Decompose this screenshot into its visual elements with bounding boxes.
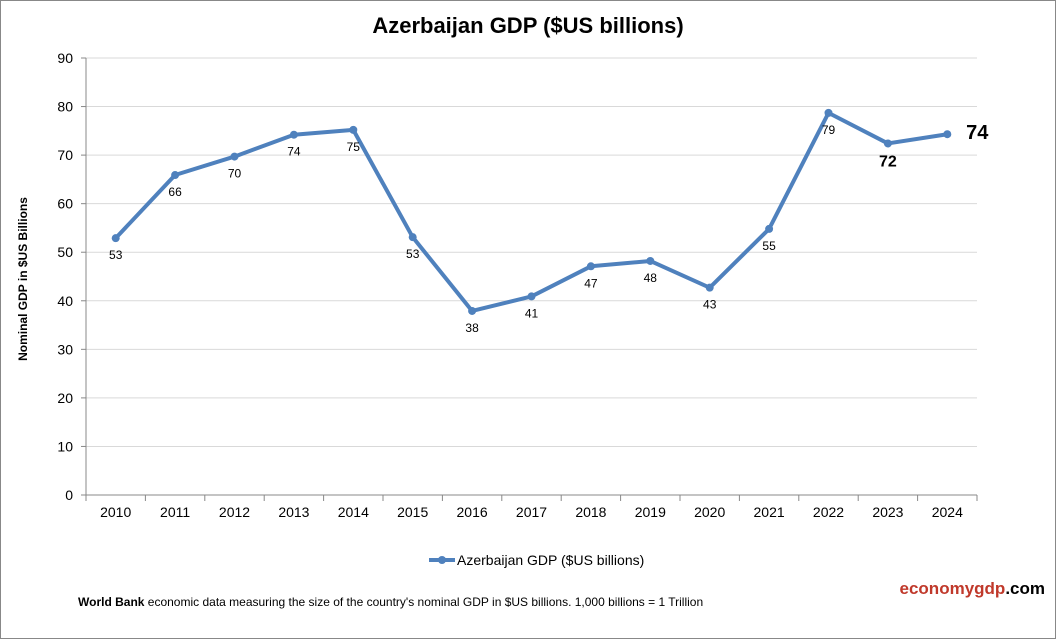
y-tick-label: 20	[57, 390, 73, 406]
x-tick-label: 2019	[635, 504, 666, 520]
data-label: 53	[109, 248, 123, 262]
series-line	[114, 110, 948, 313]
data-label: 38	[465, 321, 479, 335]
x-tick-label: 2023	[872, 504, 903, 520]
x-tick-label: 2013	[278, 504, 309, 520]
data-label: 47	[584, 276, 598, 290]
x-tick-label: 2024	[932, 504, 963, 520]
x-tick-label: 2021	[754, 504, 785, 520]
x-tick-label: 2012	[219, 504, 250, 520]
data-point	[171, 171, 180, 180]
data-label: 55	[762, 239, 776, 253]
y-tick-label: 30	[57, 341, 73, 357]
data-point	[646, 256, 655, 265]
x-tick-label: 2014	[338, 504, 369, 520]
data-point	[883, 139, 892, 148]
legend-line-marker-icon	[429, 556, 455, 564]
x-tick-label: 2011	[160, 504, 190, 520]
data-label: 72	[879, 153, 897, 170]
data-point	[824, 108, 833, 117]
legend-label: Azerbaijan GDP ($US billions)	[457, 552, 645, 568]
data-point	[527, 292, 536, 301]
y-tick-label: 80	[57, 99, 73, 115]
data-label: 74	[287, 145, 301, 159]
data-point	[289, 130, 298, 139]
x-tick-label: 2010	[100, 504, 131, 520]
brand-logo[interactable]: economygdp.com	[900, 579, 1045, 599]
legend: Azerbaijan GDP ($US billions)	[429, 552, 644, 568]
brand-part-2: .com	[1005, 579, 1045, 598]
data-point	[468, 306, 477, 315]
data-point	[111, 234, 120, 243]
data-point	[230, 152, 239, 161]
x-tick-label: 2022	[813, 504, 844, 520]
footer-note: World Bank economic data measuring the s…	[78, 595, 703, 609]
data-point	[408, 233, 417, 242]
data-label: 75	[347, 140, 361, 154]
x-tick-label: 2018	[575, 504, 606, 520]
footer-text: economic data measuring the size of the …	[144, 595, 704, 609]
y-tick-label: 10	[57, 438, 73, 454]
data-label: 70	[228, 167, 242, 181]
data-point	[705, 283, 714, 292]
y-tick-label: 60	[57, 196, 73, 212]
data-label: 48	[644, 271, 658, 285]
x-tick-label: 2015	[397, 504, 428, 520]
data-label: 66	[168, 185, 182, 199]
y-tick-label: 40	[57, 293, 73, 309]
data-point	[765, 224, 774, 233]
data-label: 43	[703, 298, 717, 312]
x-tick-label: 2017	[516, 504, 547, 520]
footer-source: World Bank	[78, 595, 145, 609]
data-label: 79	[822, 123, 836, 137]
y-tick-label: 0	[65, 487, 73, 503]
brand-part-1: economygdp	[899, 579, 1006, 598]
chart-title: Azerbaijan GDP ($US billions)	[372, 13, 684, 38]
y-tick-label: 90	[57, 50, 73, 66]
data-label: 41	[525, 306, 539, 320]
data-point	[943, 130, 952, 139]
data-label: 53	[406, 247, 420, 261]
data-label: 74	[966, 122, 989, 144]
data-point	[586, 262, 595, 271]
x-tick-label: 2020	[694, 504, 725, 520]
y-tick-label: 70	[57, 147, 73, 163]
data-point	[349, 125, 358, 134]
x-tick-label: 2016	[457, 504, 488, 520]
y-tick-label: 50	[57, 244, 73, 260]
